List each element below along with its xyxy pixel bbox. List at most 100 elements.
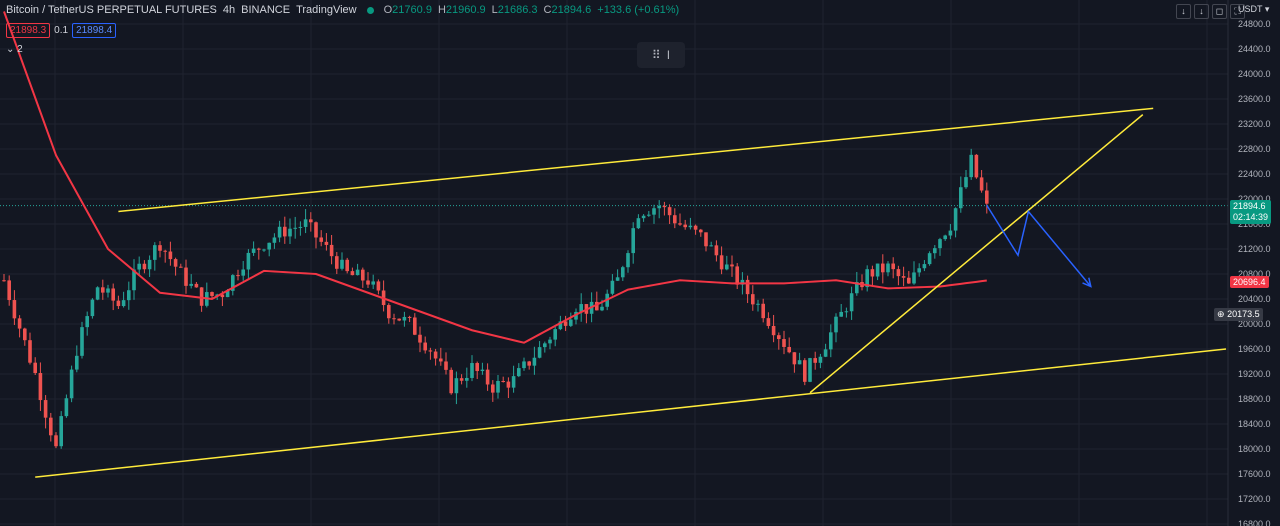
candle-body-51 (267, 242, 271, 250)
candle-body-43 (225, 290, 230, 298)
last-price: 21894.6 (1233, 201, 1266, 211)
candle-body-8 (43, 400, 48, 418)
candle-body-121 (631, 228, 635, 254)
candle-body-143 (745, 279, 750, 295)
candle-body-72 (376, 281, 381, 291)
candle-body-27 (142, 263, 147, 270)
indicator-count: 2 (17, 44, 23, 55)
candle-body-135 (704, 232, 708, 247)
countdown: 02:14:39 (1233, 212, 1269, 222)
candle-body-57 (298, 226, 303, 228)
candle-body-65 (340, 259, 344, 269)
candle-body-179 (933, 248, 937, 254)
candle-body-98 (511, 376, 516, 388)
candle-body-114 (595, 301, 599, 311)
candle-body-13 (69, 369, 74, 399)
candle-body-119 (621, 267, 625, 278)
ma-price-tag: 20696.4 (1230, 276, 1269, 288)
candle-body-132 (688, 225, 693, 228)
add-alert-icon[interactable]: ⊕ (1217, 309, 1225, 319)
candle-body-136 (709, 245, 713, 247)
candle-body-182 (948, 230, 953, 236)
change-value: +133.6 (+0.61%) (597, 4, 680, 16)
candle-body-95 (496, 380, 500, 393)
candle-body-12 (64, 398, 69, 417)
candle-body-92 (480, 369, 485, 372)
high-label: H (437, 4, 446, 16)
candle-body-137 (714, 245, 719, 256)
candle-body-50 (262, 249, 266, 251)
candle-body-88 (459, 378, 464, 381)
text-cursor-icon[interactable]: I (666, 48, 671, 62)
interval[interactable]: 4h (222, 4, 236, 16)
exchange: BINANCE (241, 4, 291, 16)
candle-body-71 (371, 281, 375, 285)
candle-body-109 (569, 319, 573, 326)
projection-path (986, 204, 1092, 287)
tick-label-24400: 24400.0 (1238, 44, 1271, 54)
candle-body-189 (985, 190, 989, 204)
candle-body-187 (974, 154, 979, 178)
candle-body-83 (433, 351, 438, 359)
tick-label-17600: 17600.0 (1238, 469, 1271, 479)
candle-body-18 (95, 287, 100, 300)
order-panel: 21898.3 0.1 21898.4 (6, 23, 117, 38)
tick-label-18400: 18400.0 (1238, 419, 1271, 429)
crosshair-price-tag: ⊕ 20173.5 (1214, 308, 1263, 321)
candle-body-131 (683, 224, 687, 228)
candle-body-48 (251, 248, 256, 253)
candle-body-21 (111, 288, 115, 301)
candle-body-69 (361, 269, 365, 281)
candle-body-105 (548, 339, 552, 344)
candle-body-138 (719, 255, 724, 270)
candle-body-81 (423, 342, 427, 351)
candle-body-174 (907, 277, 911, 284)
candle-body-97 (506, 381, 511, 388)
candle-body-123 (641, 215, 646, 219)
low-value: 21686.3 (497, 4, 538, 16)
sell-button[interactable]: 21898.3 (6, 23, 51, 38)
currency-selector[interactable]: USDT ▾ (1238, 4, 1269, 15)
candle-body-130 (678, 223, 682, 225)
buy-button[interactable]: 21898.4 (72, 23, 117, 38)
candle-body-36 (189, 283, 193, 286)
candle-body-26 (137, 263, 141, 270)
candle-body-6 (33, 362, 37, 374)
arrow-down-icon-2[interactable]: ↓ (1194, 4, 1209, 19)
chart-window-controls: ↓ ↓ ◻ ⛶ (1176, 4, 1245, 19)
market-status-icon (366, 6, 374, 14)
screenshot-icon[interactable]: ◻ (1212, 4, 1227, 19)
candle-body-134 (699, 229, 703, 233)
candle-body-35 (184, 267, 188, 286)
candle-body-156 (813, 358, 817, 363)
candle-body-175 (912, 272, 916, 284)
drawing-toolbar[interactable]: ⠿ I (637, 42, 685, 68)
candle-body-129 (673, 215, 677, 224)
candle-body-77 (402, 316, 407, 321)
candle-body-124 (647, 214, 651, 216)
candle-body-70 (366, 280, 370, 285)
candle-body-80 (418, 334, 422, 343)
candle-body-5 (28, 340, 32, 363)
symbol-title[interactable]: Bitcoin / TetherUS PERPETUAL FUTURES (6, 4, 217, 16)
indicators-toggle[interactable]: ⌄ 2 (6, 44, 23, 55)
axis-bg (1228, 0, 1280, 526)
candle-body-172 (896, 269, 901, 277)
candle-body-87 (454, 378, 459, 394)
candle-body-91 (475, 363, 479, 372)
candle-body-106 (553, 329, 557, 340)
candle-body-89 (465, 377, 469, 381)
high-value: 21960.9 (445, 4, 486, 16)
candle-body-161 (839, 311, 843, 317)
tick-label-20400: 20400.0 (1238, 294, 1271, 304)
candle-body-118 (615, 277, 620, 281)
rising-support (809, 114, 1144, 394)
candle-body-14 (75, 355, 79, 370)
drag-handle-icon[interactable]: ⠿ (651, 48, 661, 62)
candle-body-75 (392, 318, 396, 320)
fullscreen-icon[interactable]: ⛶ (1230, 4, 1245, 19)
tick-label-19600: 19600.0 (1238, 344, 1271, 354)
arrow-down-icon[interactable]: ↓ (1176, 4, 1191, 19)
chevron-down-icon: ⌄ (6, 44, 15, 55)
